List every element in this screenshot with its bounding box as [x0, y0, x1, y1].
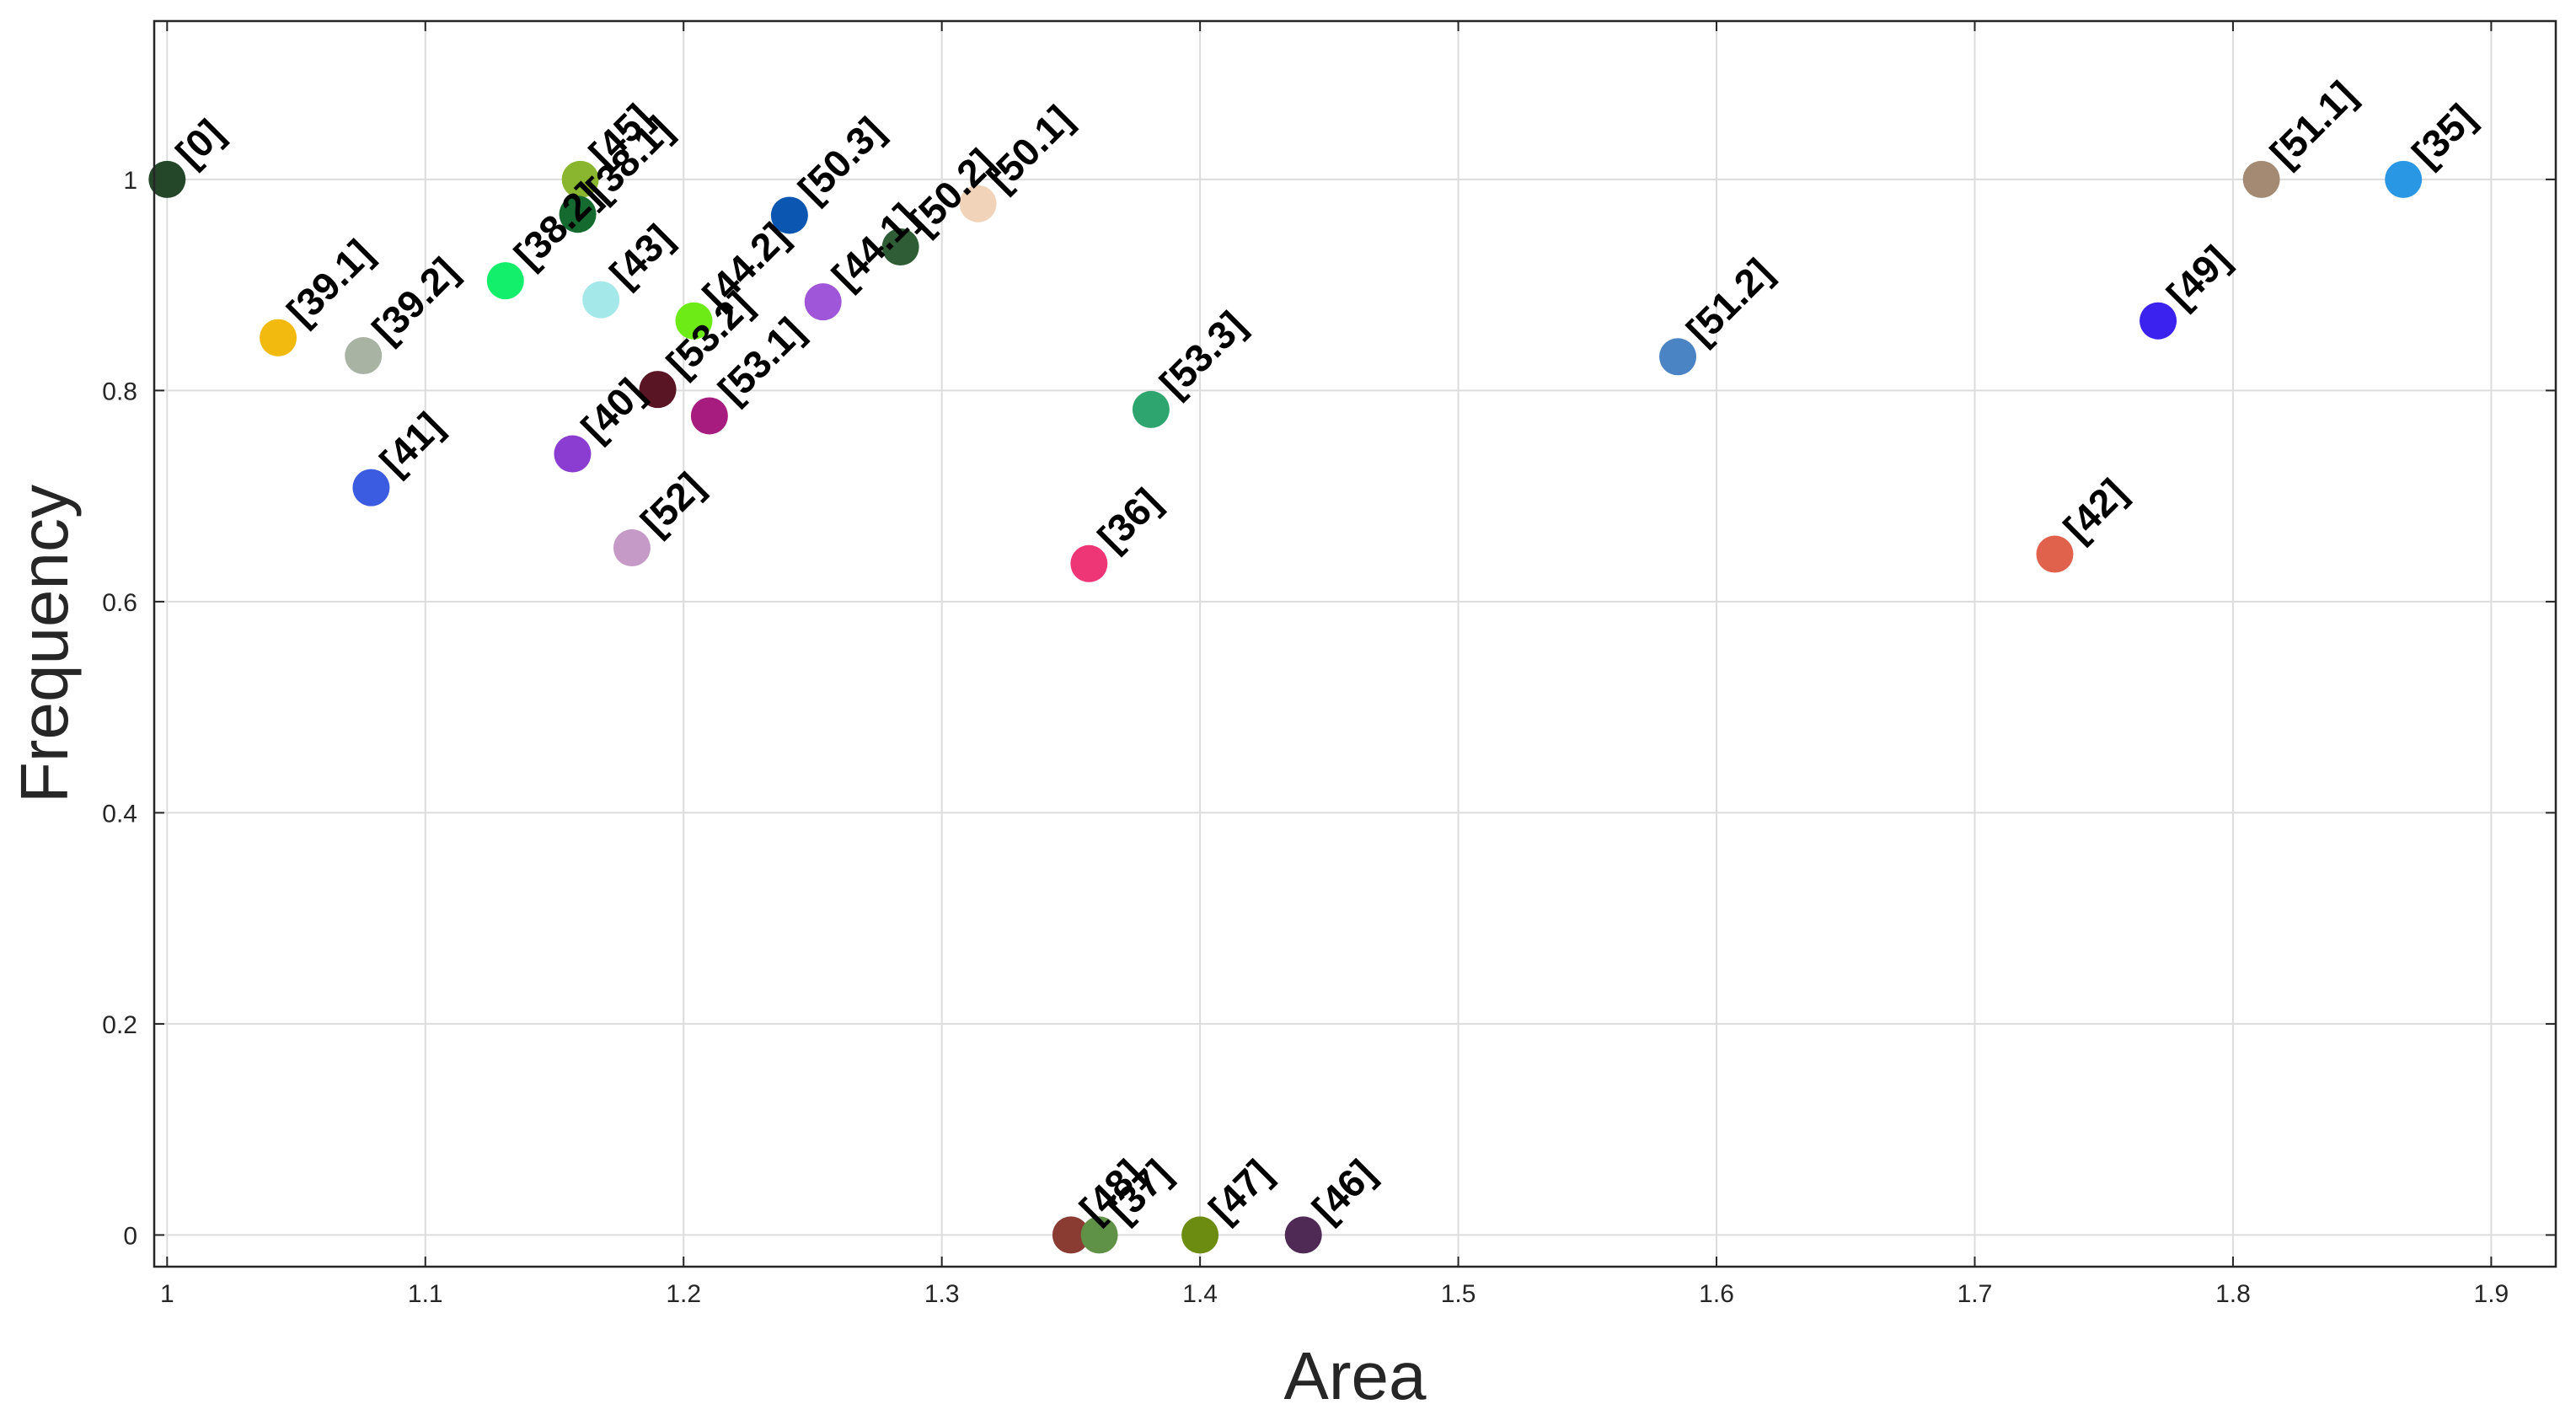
- data-point: [345, 337, 383, 375]
- x-tick-label: 1.9: [2474, 1280, 2509, 1308]
- data-point: [486, 262, 524, 300]
- data-point: [1181, 1216, 1219, 1254]
- data-point: [2140, 302, 2177, 340]
- data-point: [148, 160, 186, 198]
- data-point: [1080, 1216, 1118, 1254]
- x-tick-label: 1.7: [1957, 1280, 1993, 1308]
- data-point: [690, 397, 728, 435]
- data-point: [1070, 544, 1108, 582]
- x-tick-label: 1.5: [1441, 1280, 1476, 1308]
- x-tick-label: 1.2: [666, 1280, 701, 1308]
- y-axis-title: Frequency: [7, 485, 82, 803]
- data-point: [959, 185, 997, 222]
- data-point: [881, 228, 919, 266]
- grid-lines: [154, 21, 2556, 1267]
- data-point: [559, 196, 597, 233]
- data-point: [1052, 1216, 1090, 1254]
- x-tick-label: 1.3: [924, 1280, 960, 1308]
- data-point: [2242, 160, 2280, 198]
- x-tick-label: 1.4: [1182, 1280, 1218, 1308]
- axis-ticks: 1 1.1 1.2 1.3 1.4 1.5 1.6 1.7 1.8 1.9 0 0.2 0.4 0.6 0.…: [102, 21, 2556, 1308]
- y-tick-label: 0.8: [102, 378, 137, 405]
- data-point: [561, 160, 599, 198]
- data-point: [675, 302, 713, 340]
- data-point: [613, 529, 651, 567]
- y-tick-label: 1: [123, 167, 137, 195]
- data-points: [148, 160, 2423, 1254]
- data-point: [639, 371, 677, 409]
- y-tick-label: 0: [123, 1222, 137, 1250]
- data-point: [554, 435, 592, 473]
- x-axis-title: Area: [1284, 1338, 1427, 1413]
- data-point: [804, 283, 842, 321]
- x-tick-label: 1.6: [1699, 1280, 1734, 1308]
- data-point: [2385, 160, 2423, 198]
- data-point: [582, 281, 620, 319]
- y-tick-label: 0.4: [102, 800, 137, 828]
- data-point: [260, 319, 297, 356]
- plot-area-frame: [153, 19, 2557, 1268]
- y-tick-label: 0.2: [102, 1011, 137, 1039]
- x-tick-label: 1.1: [408, 1280, 443, 1308]
- data-point: [352, 469, 390, 507]
- data-point: [1132, 390, 1170, 428]
- x-tick-label: 1: [160, 1280, 174, 1308]
- data-point: [1284, 1216, 1322, 1254]
- data-point: [2036, 535, 2074, 573]
- x-tick-label: 1.8: [2215, 1280, 2251, 1308]
- data-point: [1659, 338, 1697, 376]
- y-tick-label: 0.6: [102, 589, 137, 617]
- data-point: [770, 196, 808, 234]
